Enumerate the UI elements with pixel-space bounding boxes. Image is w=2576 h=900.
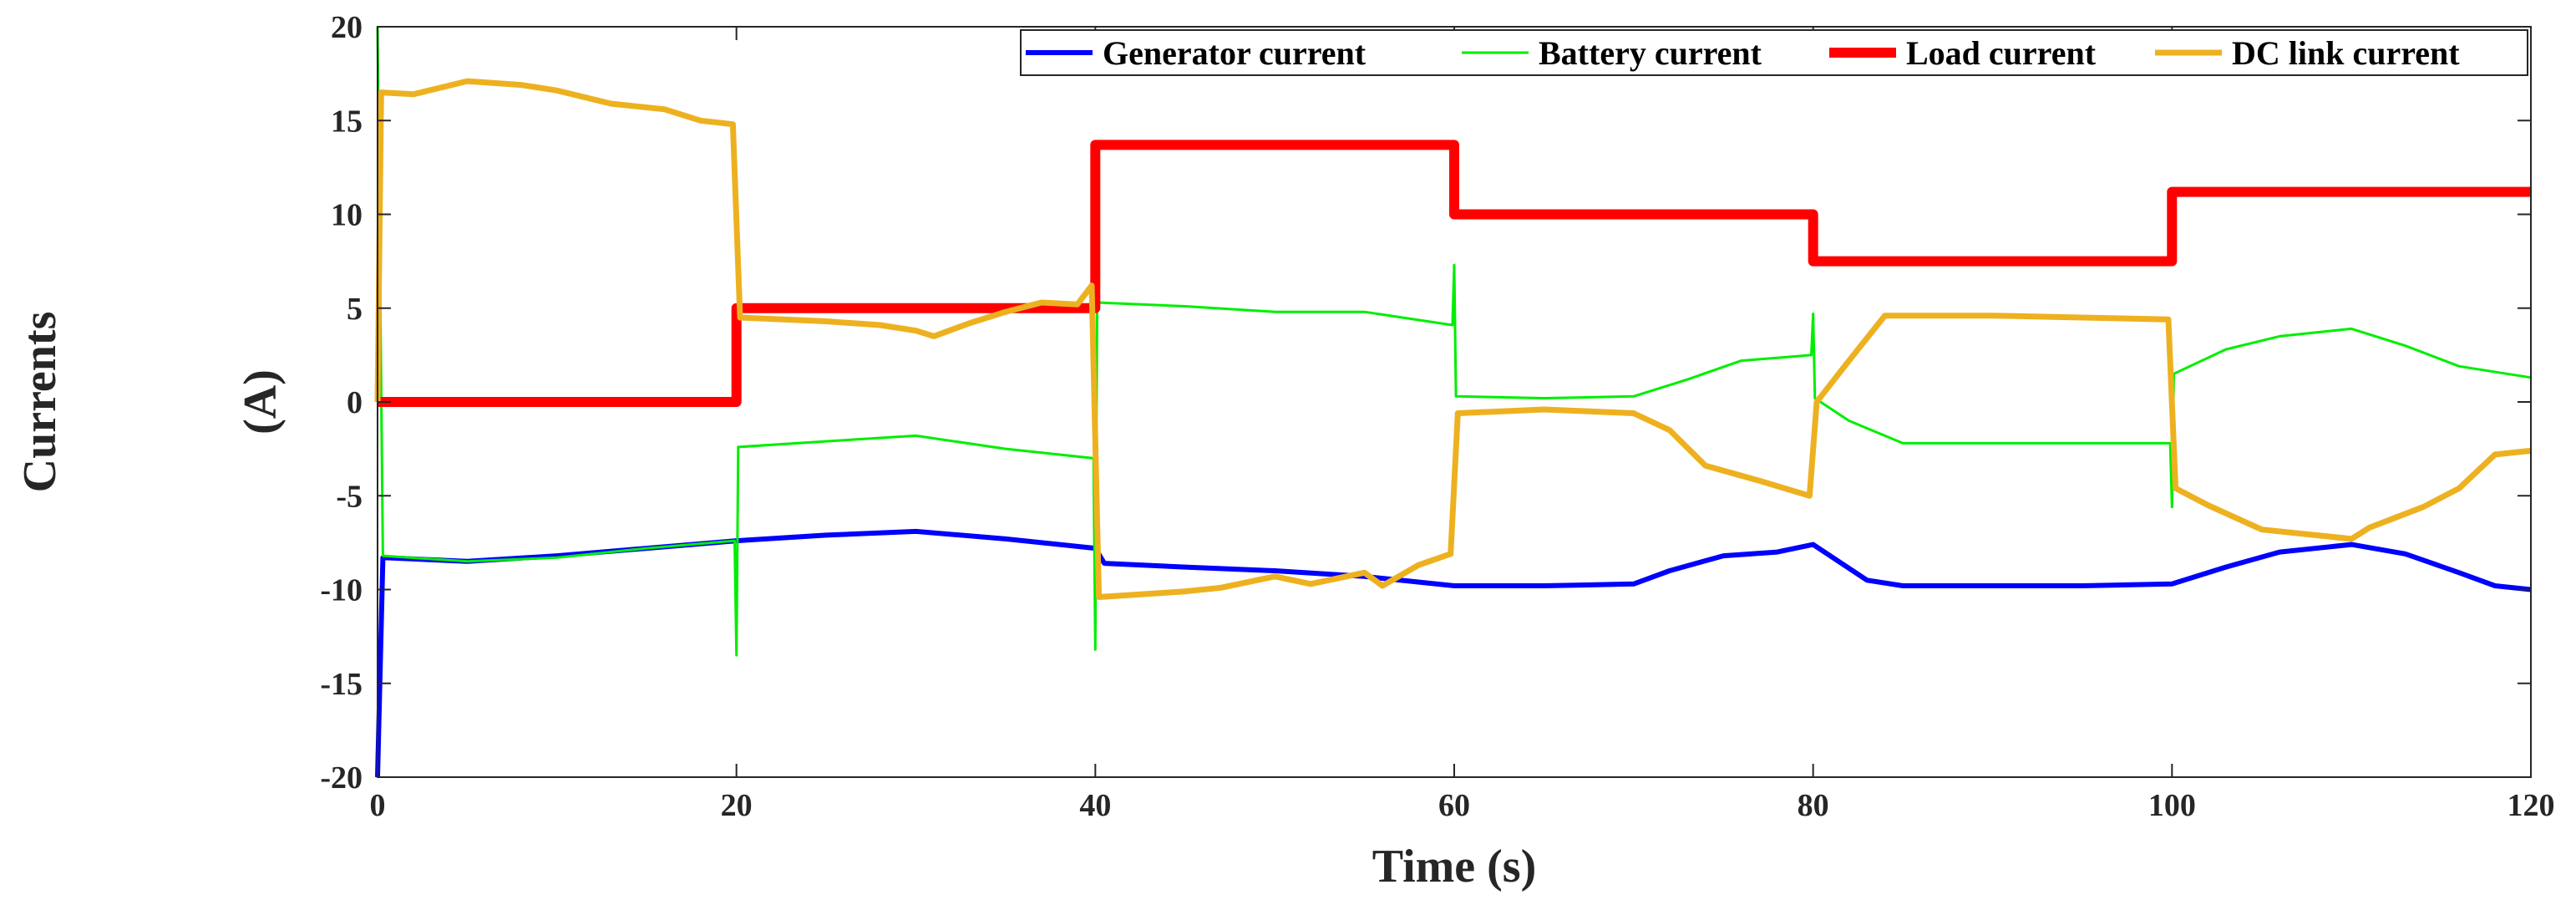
legend-label-generator-current: Generator current — [1103, 34, 1367, 72]
x-tick-label: 0 — [370, 788, 386, 823]
x-tick-label: 20 — [721, 788, 753, 823]
legend-label-load-current: Load current — [1906, 34, 2097, 72]
x-tick-label: 60 — [1438, 788, 1470, 823]
legend-label-battery-current: Battery current — [1539, 34, 1762, 72]
y-tick-label: 5 — [347, 292, 363, 327]
x-tick-label: 120 — [2508, 788, 2555, 823]
y-axis-label: (A) — [235, 369, 287, 435]
x-tick-label: 80 — [1798, 788, 1829, 823]
series-layer — [374, 26, 2532, 778]
y-tick-label: -10 — [320, 573, 363, 608]
y-tick-label: -5 — [336, 479, 363, 514]
legend-label-dc-link-current: DC link current — [2232, 34, 2460, 72]
y-tick-label: -15 — [320, 667, 363, 702]
series-line-dc-link-current — [374, 78, 2532, 600]
y-tick-label: 15 — [331, 104, 363, 139]
series-line-load-current — [378, 140, 2531, 407]
y-tick-label: 0 — [347, 385, 363, 420]
y-tick-label: 20 — [331, 10, 363, 45]
outer-y-axis-label: Currents — [14, 312, 66, 493]
x-tick-label: 100 — [2148, 788, 2196, 823]
y-tick-label: -20 — [320, 760, 363, 796]
y-tick-label: 10 — [331, 198, 363, 233]
legend: Generator current Battery current Load cur… — [1020, 29, 2528, 76]
x-axis-label: Time (s) — [1372, 841, 1537, 892]
x-tick-label: 40 — [1079, 788, 1111, 823]
ticks-layer: 0 20 40 60 80 100 120 -20 -15 -10 -5 0 5 10 15 20 — [320, 10, 2554, 823]
series-line-generator-current — [375, 528, 2532, 778]
legend-box — [1020, 29, 2528, 76]
